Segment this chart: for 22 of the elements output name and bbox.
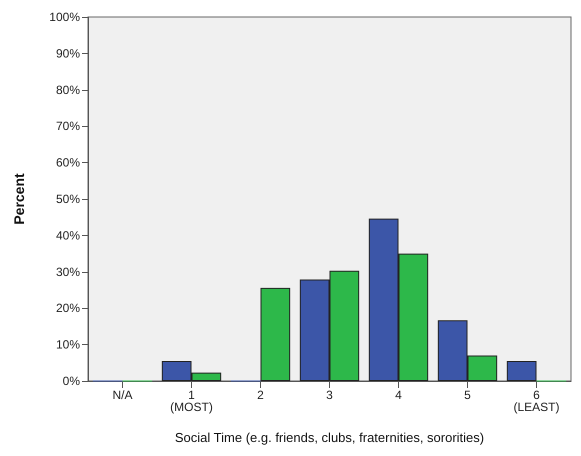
y-tick-label: 20% <box>56 301 80 316</box>
x-tick-label: 1 (MOST) <box>170 388 213 414</box>
y-tick-label: 100% <box>49 10 80 24</box>
y-tick-label: 90% <box>56 46 80 60</box>
y-tick-label: 80% <box>56 82 80 97</box>
y-tick-label: 0% <box>62 374 80 388</box>
y-axis-title: Percent <box>11 172 27 225</box>
x-tick-label: 2 <box>257 388 264 402</box>
y-tick-label: 10% <box>56 338 80 352</box>
x-tick-label: 6 (LEAST) <box>513 388 560 414</box>
y-tick-label: 40% <box>56 228 80 242</box>
y-tick-label: 70% <box>56 119 80 134</box>
y-tick-label: 30% <box>56 264 80 279</box>
bar <box>260 288 290 381</box>
x-tick-label: 5 <box>464 388 472 402</box>
x-tick-label: 3 <box>326 388 334 402</box>
bar <box>506 360 536 381</box>
y-tick-label: 50% <box>56 192 80 206</box>
x-tick-label: 4 <box>395 388 402 402</box>
x-tick-label: N/A <box>112 388 133 402</box>
y-tick-label: 60% <box>56 156 80 170</box>
x-axis-title: Social Time (e.g. friends, clubs, fraternities, sororities) <box>174 430 484 445</box>
